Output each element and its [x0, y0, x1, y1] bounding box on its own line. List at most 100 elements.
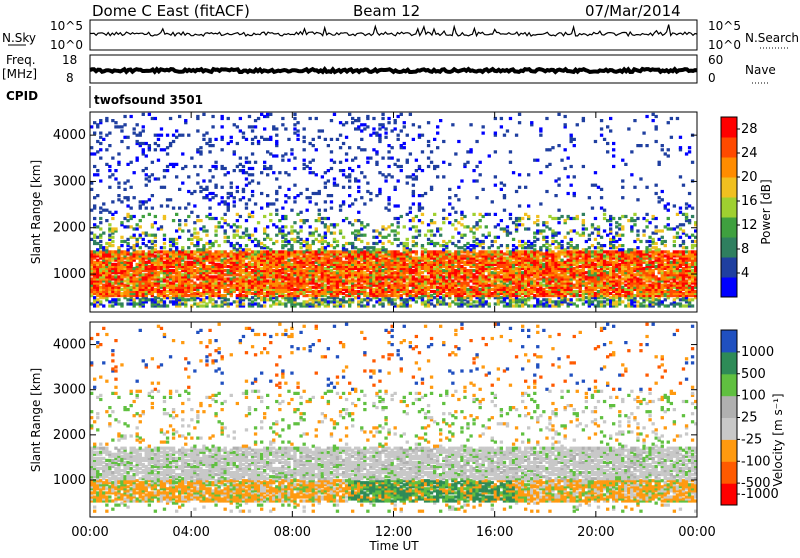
power-cell	[287, 159, 290, 162]
power-cell	[381, 225, 384, 228]
power-cell	[154, 248, 157, 251]
power-cell	[111, 200, 114, 203]
power-cell	[387, 117, 390, 120]
power-cell	[539, 246, 542, 249]
power-cell	[148, 198, 151, 201]
power-cell	[290, 209, 293, 212]
power-cell	[491, 200, 494, 203]
power-cell	[99, 157, 102, 160]
power-cell	[363, 175, 366, 178]
power-cell	[545, 190, 548, 193]
power-cell	[133, 267, 136, 270]
power-cell	[548, 259, 551, 262]
power-cell	[363, 148, 366, 151]
power-cell	[457, 288, 460, 291]
power-cell	[357, 290, 360, 293]
power-cell	[242, 269, 245, 272]
power-cell	[187, 175, 190, 178]
power-cell	[172, 219, 175, 222]
power-cell	[230, 250, 233, 253]
power-cell	[394, 127, 397, 130]
power-cell	[248, 302, 251, 305]
power-cell	[154, 221, 157, 224]
power-cell	[148, 240, 151, 243]
power-cell	[208, 207, 211, 210]
power-cell	[263, 238, 266, 241]
power-cell	[488, 213, 491, 216]
power-cell	[303, 136, 306, 139]
power-cell	[330, 119, 333, 122]
power-cell	[409, 219, 412, 222]
power-cell	[345, 121, 348, 124]
power-cell	[427, 165, 430, 168]
power-cell	[251, 269, 254, 272]
power-cell	[248, 115, 251, 118]
noise-line	[90, 25, 697, 36]
power-cell	[469, 248, 472, 251]
power-cell	[199, 248, 202, 251]
power-cell	[330, 232, 333, 235]
power-cell	[214, 217, 217, 220]
power-cell	[224, 200, 227, 203]
power-cell	[278, 269, 281, 272]
power-cell	[130, 246, 133, 249]
power-cell	[378, 232, 381, 235]
power-cell	[275, 296, 278, 299]
power-cell	[133, 227, 136, 230]
power-cell	[236, 277, 239, 280]
power-cell	[233, 123, 236, 126]
power-cell	[345, 217, 348, 220]
power-cell	[199, 282, 202, 285]
power-cell	[166, 165, 169, 168]
power-cell	[515, 246, 518, 249]
power-cell	[236, 165, 239, 168]
power-cell	[157, 138, 160, 141]
power-cell	[387, 240, 390, 243]
power-cell	[263, 138, 266, 141]
power-cell	[130, 273, 133, 276]
power-cell	[512, 304, 515, 307]
power-cell	[366, 246, 369, 249]
power-cell	[485, 236, 488, 239]
power-cell	[281, 207, 284, 210]
power-cell	[348, 242, 351, 245]
power-cell	[163, 215, 166, 218]
power-cell	[96, 225, 99, 228]
power-cell	[111, 275, 114, 278]
power-cell	[412, 202, 415, 205]
power-cell	[108, 169, 111, 172]
power-cell	[387, 209, 390, 212]
power-cell	[208, 265, 211, 268]
power-cell	[287, 259, 290, 262]
power-cell	[145, 244, 148, 247]
power-cell	[378, 298, 381, 301]
power-cell	[321, 257, 324, 260]
power-cell	[381, 117, 384, 120]
power-cell	[418, 134, 421, 137]
power-cell	[500, 117, 503, 120]
power-cell	[233, 244, 236, 247]
power-cell	[387, 173, 390, 176]
power-cell	[205, 229, 208, 232]
power-cell	[406, 282, 409, 285]
power-cell	[169, 238, 172, 241]
power-cell	[178, 134, 181, 137]
power-cell	[397, 134, 400, 137]
power-cell	[460, 275, 463, 278]
power-cell	[415, 175, 418, 178]
power-cell	[166, 134, 169, 137]
power-cell	[96, 169, 99, 172]
power-cell	[518, 244, 521, 247]
power-cell	[378, 134, 381, 137]
power-cell	[117, 182, 120, 185]
power-cell	[278, 300, 281, 303]
power-cell	[412, 138, 415, 141]
power-cell	[391, 175, 394, 178]
power-cell	[272, 223, 275, 226]
power-cell	[208, 138, 211, 141]
power-cell	[518, 121, 521, 124]
power-cell	[494, 225, 497, 228]
power-cell	[324, 267, 327, 270]
power-cell	[309, 244, 312, 247]
power-cell	[133, 234, 136, 237]
